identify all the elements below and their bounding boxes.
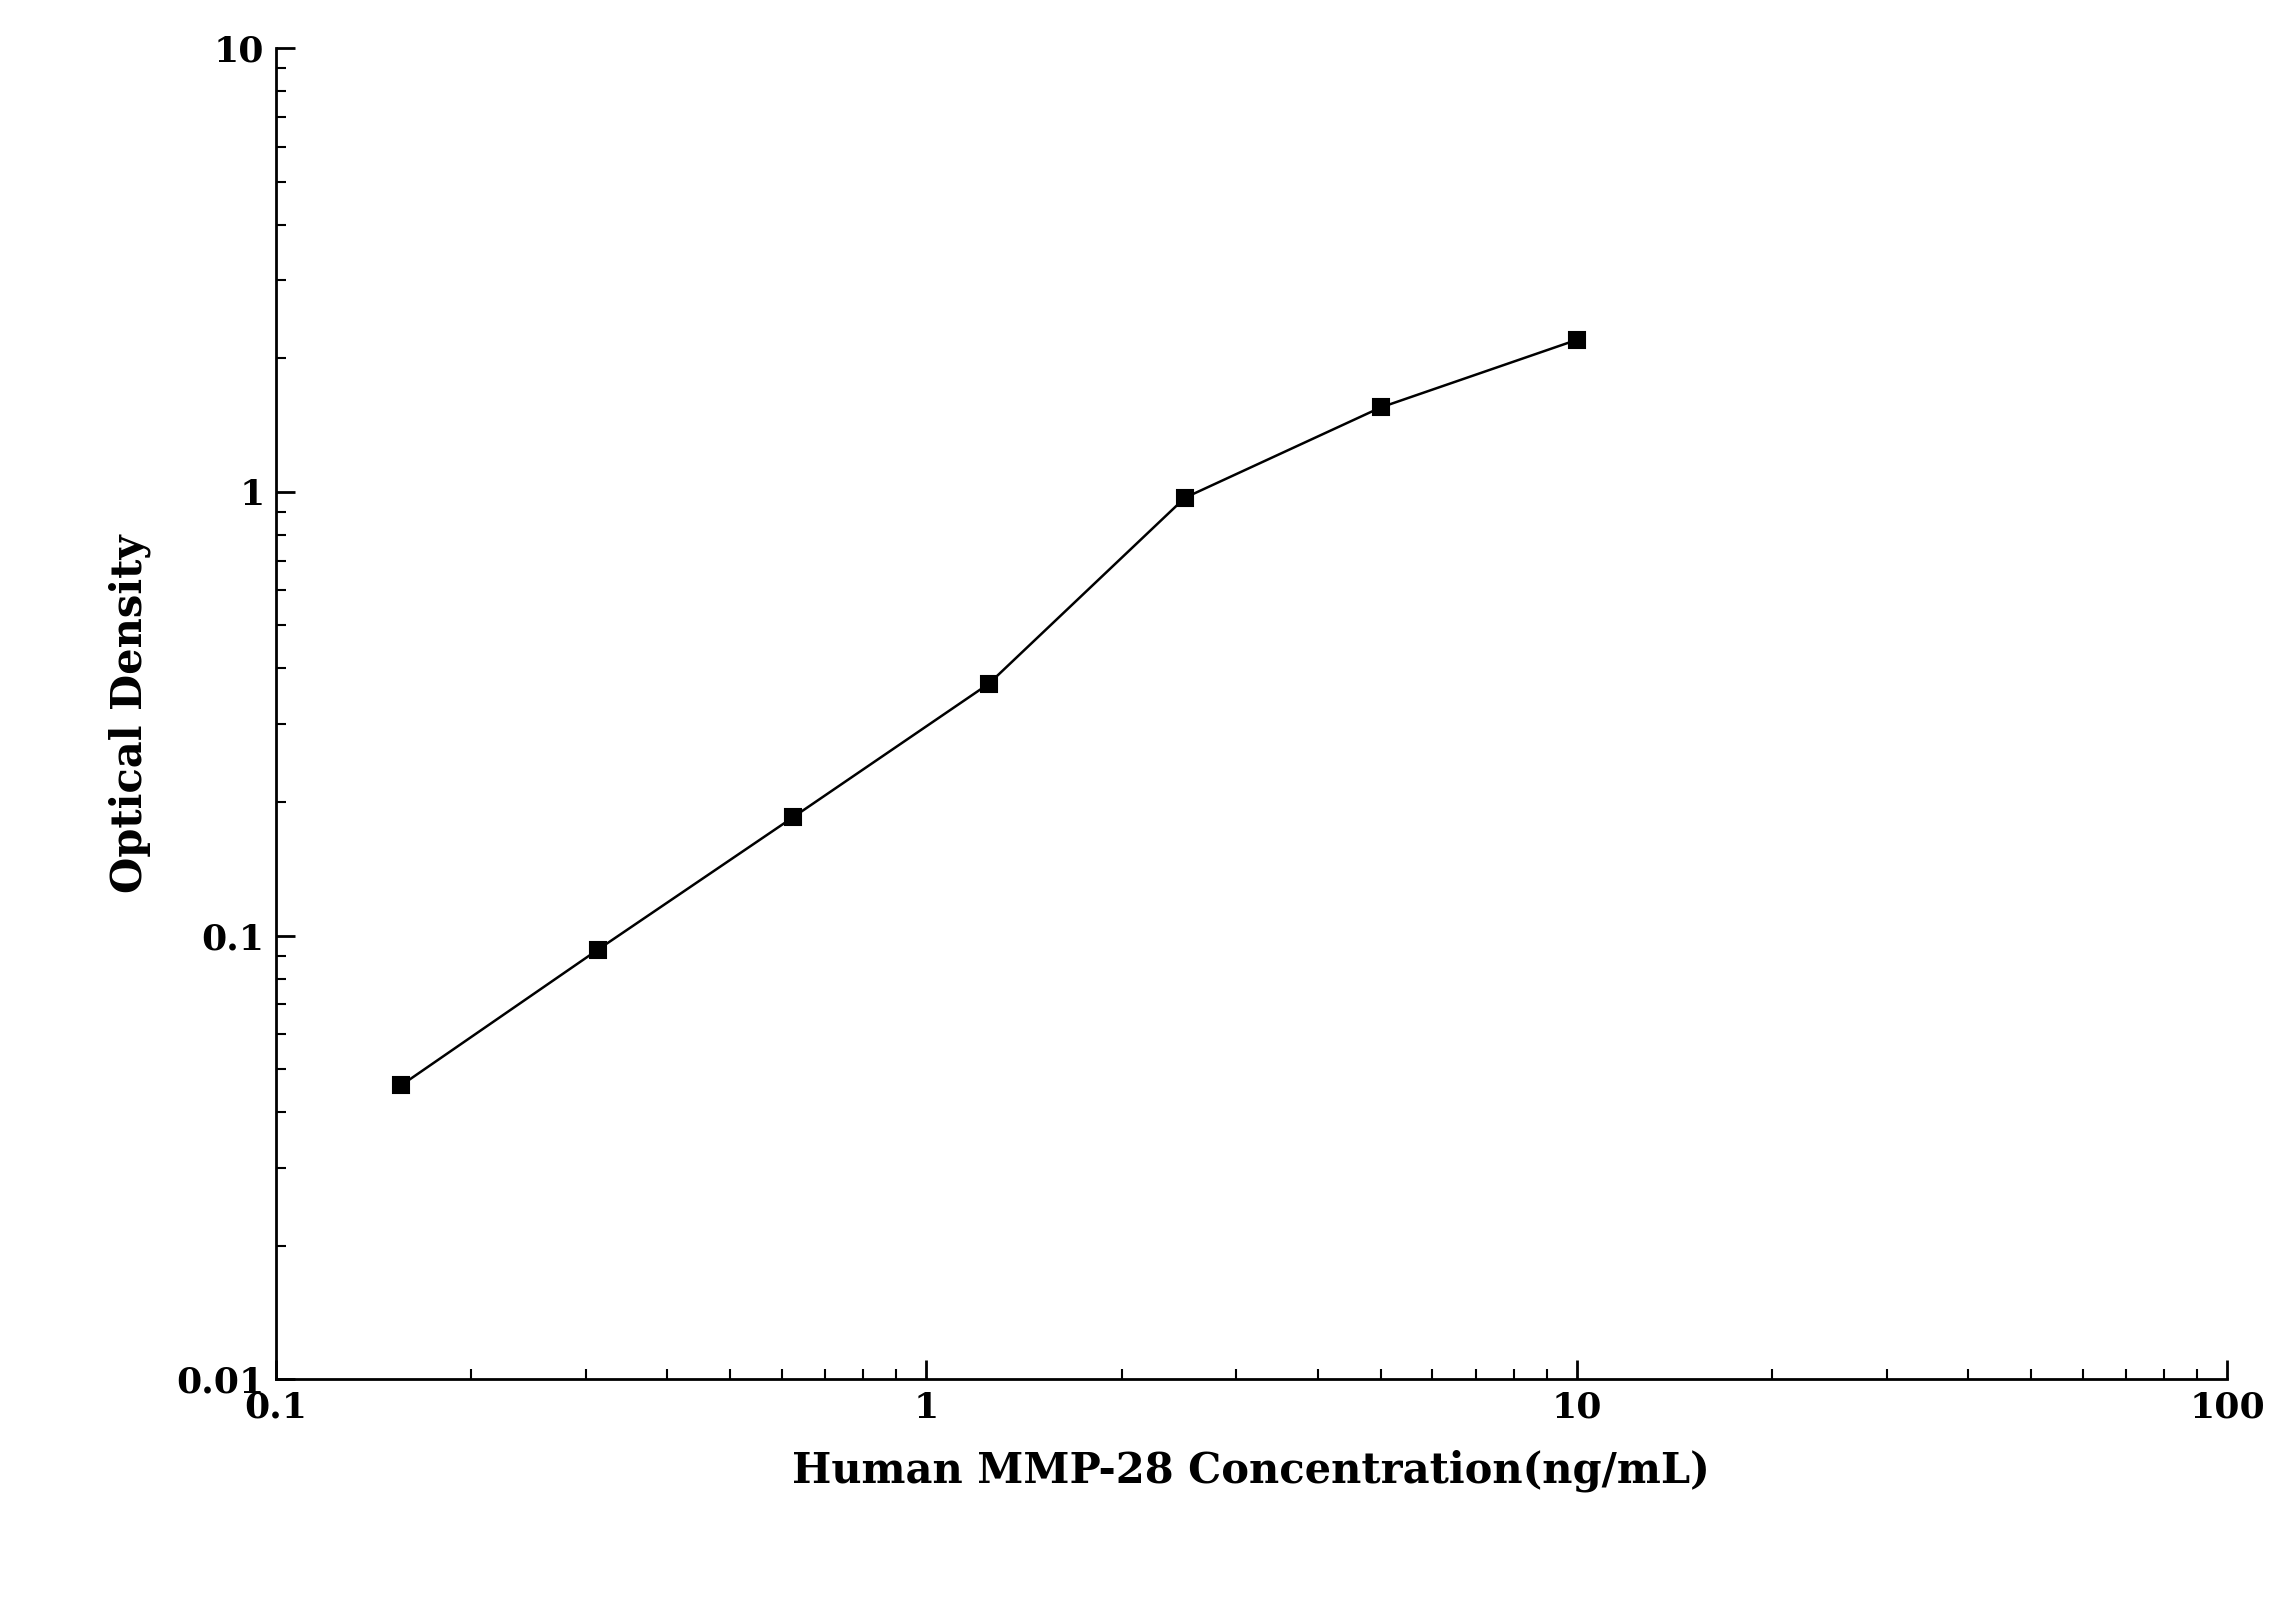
X-axis label: Human MMP-28 Concentration(ng/mL): Human MMP-28 Concentration(ng/mL): [792, 1450, 1711, 1492]
Y-axis label: Optical Density: Optical Density: [108, 534, 152, 893]
